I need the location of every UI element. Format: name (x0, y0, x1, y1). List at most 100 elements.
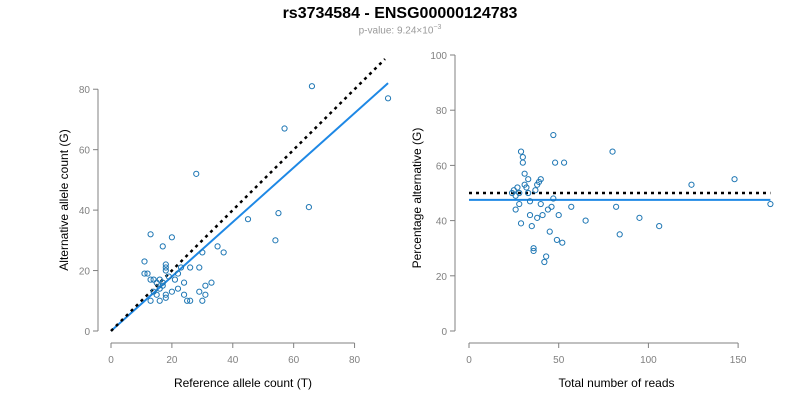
left-data-point (202, 291, 209, 298)
right-data-point (530, 245, 537, 252)
right-data-point (516, 200, 523, 208)
left-x-tick-label: 20 (166, 355, 178, 366)
right-x-tick-label: 100 (640, 355, 657, 366)
left-data-point (220, 249, 227, 256)
right-data-point (548, 203, 555, 210)
left-data-point (165, 273, 172, 280)
left-data-point (305, 203, 312, 211)
left-data-point (162, 264, 169, 271)
right-data-point (534, 214, 541, 221)
right-data-point (616, 231, 623, 238)
right-data-point (546, 228, 553, 235)
left-data-point (147, 297, 154, 304)
right-data-point (539, 211, 546, 219)
right-y-axis-title: Percentage alternative (G) (410, 128, 424, 269)
right-y-tick-label: 80 (436, 106, 448, 117)
right-data-point (517, 220, 525, 227)
left-data-point (147, 276, 154, 283)
right-data-point (559, 239, 566, 246)
right-data-point (553, 236, 561, 244)
left-data-point (171, 276, 179, 283)
left-data-point (202, 282, 209, 289)
left-data-point (193, 170, 200, 177)
right-data-point (519, 159, 526, 166)
left-data-point (199, 249, 206, 256)
right-data-point (560, 159, 568, 166)
right-data-point (537, 176, 544, 183)
pvalue-subtitle: p-value: 9.24×10−3 (0, 24, 800, 36)
right-x-tick-label: 0 (466, 355, 472, 366)
left-data-point (147, 231, 154, 238)
pvalue-exponent: −3 (433, 24, 442, 31)
left-x-tick-label: 60 (288, 355, 300, 366)
right-data-point (544, 206, 552, 213)
right-x-axis-title: Total number of reads (558, 376, 674, 390)
left-data-point (384, 95, 392, 102)
left-data-point (214, 243, 221, 250)
right-data-point (550, 131, 557, 139)
right-y-tick-label: 40 (436, 217, 448, 228)
right-data-point (609, 148, 616, 155)
left-data-point (308, 83, 316, 90)
left-x-axis-title: Reference allele count (T) (174, 376, 312, 390)
right-data-point (613, 203, 620, 210)
left-data-point (141, 258, 148, 265)
left-data-point (187, 297, 194, 304)
left-data-point (141, 270, 148, 277)
left-data-point (174, 285, 182, 292)
right-data-point (525, 176, 532, 183)
left-data-point (168, 234, 175, 241)
left-data-point (156, 297, 163, 304)
right-data-point (636, 214, 643, 221)
right-data-point (516, 189, 523, 197)
right-y-tick-label: 100 (430, 51, 447, 62)
right-data-point (767, 200, 774, 208)
left-data-point (187, 264, 194, 271)
right-data-point (521, 170, 528, 177)
left-data-point (244, 216, 252, 223)
left-x-tick-label: 0 (108, 355, 114, 366)
left-x-tick-label: 40 (227, 355, 239, 366)
right-data-point (512, 192, 519, 199)
right-y-tick-label: 0 (441, 327, 447, 338)
chart-title: rs3734584 - ENSG00000124783 (282, 5, 518, 22)
right-data-point (523, 184, 530, 191)
left-data-point (162, 294, 169, 301)
right-data-point (525, 189, 532, 197)
right-data-point (688, 181, 695, 188)
right-data-point (512, 206, 519, 213)
left-data-point (208, 279, 215, 286)
left-y-tick-label: 0 (84, 327, 90, 338)
right-data-point (541, 258, 548, 266)
right-data-point (537, 200, 544, 208)
right-y-tick-label: 60 (436, 161, 448, 172)
right-data-point (519, 154, 526, 161)
right-data-point (517, 148, 525, 155)
left-x-tick-label: 80 (349, 355, 361, 366)
left-y-tick-label: 60 (79, 146, 91, 157)
left-y-tick-label: 20 (79, 267, 91, 278)
right-data-point (526, 198, 534, 205)
right-x-tick-label: 150 (730, 355, 747, 366)
left-data-point (281, 125, 288, 132)
left-data-point (180, 279, 188, 286)
left-data-point (159, 279, 166, 286)
right-data-point (568, 203, 575, 210)
right-data-point (526, 211, 534, 219)
right-data-point (582, 217, 589, 224)
left-data-point (159, 282, 166, 289)
right-data-point (656, 223, 663, 230)
right-y-tick-label: 20 (436, 272, 448, 283)
left-data-point (272, 237, 279, 244)
left-y-axis-title: Alternative allele count (G) (57, 129, 71, 270)
left-data-point (168, 288, 175, 295)
left-y-tick-label: 40 (79, 206, 91, 217)
left-data-point (144, 270, 151, 277)
left-data-point (153, 291, 160, 298)
left-data-point (159, 243, 166, 250)
left-data-point (162, 291, 169, 298)
left-data-point (196, 264, 203, 271)
left-data-point (199, 297, 206, 304)
left-data-point (174, 270, 182, 277)
left-data-point (177, 264, 185, 271)
